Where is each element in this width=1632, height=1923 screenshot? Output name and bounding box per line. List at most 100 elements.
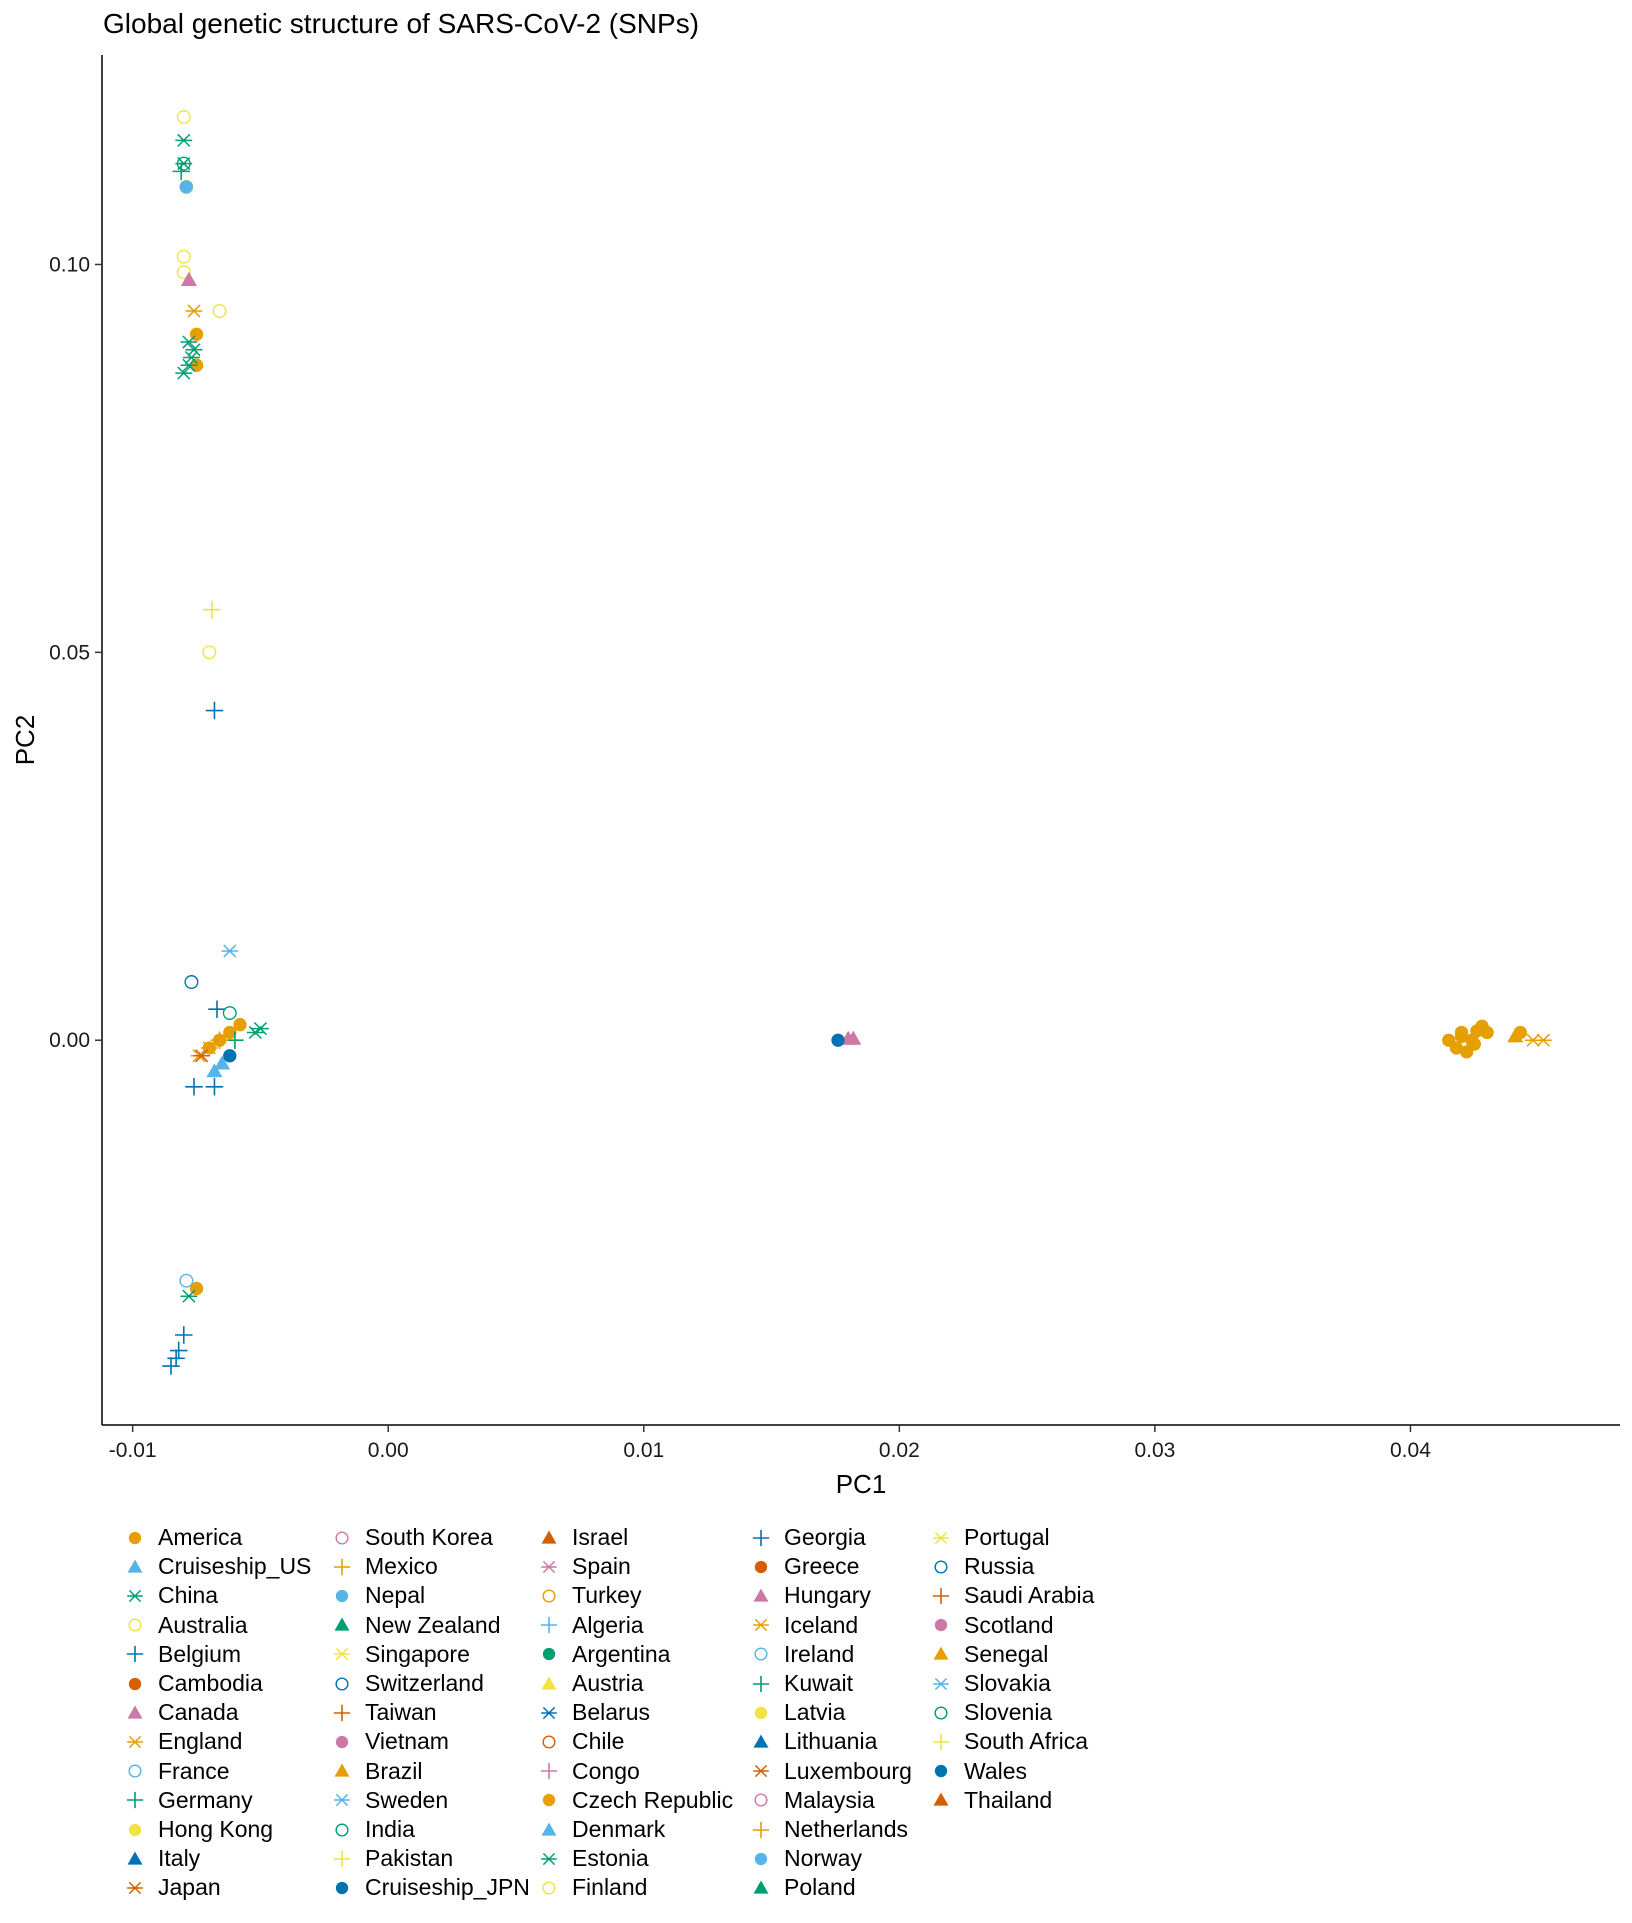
legend-symbol	[934, 1706, 948, 1720]
data-point	[175, 1326, 193, 1344]
data-point	[845, 1030, 862, 1045]
legend-item: Cambodia	[120, 1669, 263, 1698]
legend-label: Israel	[572, 1524, 629, 1550]
data-point	[176, 249, 191, 264]
legend-item: Estonia	[534, 1844, 649, 1873]
data-point	[172, 162, 190, 181]
legend-key	[754, 1793, 768, 1807]
legend-item: Slovenia	[926, 1698, 1052, 1727]
data-point	[206, 1063, 223, 1078]
legend-label: Estonia	[572, 1845, 649, 1872]
x-axis-title: PC1	[836, 1469, 887, 1499]
data-point	[179, 180, 193, 194]
legend-key	[542, 1648, 556, 1661]
legend-symbol	[127, 1705, 143, 1719]
legend-key	[128, 1823, 142, 1836]
legend-key	[932, 1733, 950, 1751]
legend-symbol	[335, 1881, 349, 1895]
legend-item: Pakistan	[327, 1844, 453, 1873]
legend-item: Argentina	[534, 1640, 670, 1669]
legend-label: Cruiseship_US	[158, 1553, 312, 1580]
legend-symbol	[127, 1559, 143, 1573]
legend-key	[127, 1851, 143, 1865]
data-point	[223, 1025, 237, 1040]
data-point	[1534, 1033, 1552, 1047]
legend-symbol	[934, 1560, 948, 1574]
data-point	[180, 1289, 198, 1303]
legend-symbol	[334, 1648, 350, 1661]
legend-symbol	[333, 1558, 351, 1575]
legend-key	[334, 1648, 350, 1661]
data-point	[223, 1049, 237, 1063]
legend-key	[541, 1822, 557, 1836]
y-tick-label: 0.05	[49, 641, 90, 664]
legend-item: Georgia	[746, 1523, 866, 1552]
legend-symbol	[754, 1706, 768, 1719]
legend-key	[754, 1560, 768, 1573]
legend-key	[335, 1735, 349, 1749]
data-point	[1507, 1028, 1524, 1043]
legend-symbol	[335, 1530, 349, 1545]
legend-key	[753, 1734, 769, 1748]
legend-symbol	[754, 1793, 768, 1807]
data-point	[205, 1078, 224, 1096]
data-point	[1454, 1025, 1469, 1040]
legend-label: Scotland	[964, 1611, 1054, 1638]
data-point	[202, 645, 217, 660]
legend-symbol	[541, 1530, 557, 1544]
legend-symbol	[932, 1733, 950, 1751]
legend-symbol	[540, 1616, 558, 1634]
legend-item: Iceland	[746, 1611, 858, 1640]
y-axis-ticks: 0.00 0.05 0.10	[49, 253, 102, 1052]
chart-title: Global genetic structure of SARS-CoV-2 (…	[103, 8, 700, 39]
legend-key	[754, 1852, 768, 1865]
legend-label: Finland	[572, 1874, 648, 1901]
legend-item: Italy	[120, 1844, 200, 1873]
legend-key	[541, 1852, 557, 1865]
y-axis-title: PC2	[10, 715, 40, 766]
legend-label: Norway	[784, 1845, 862, 1872]
legend-item: Cruiseship_US	[120, 1552, 311, 1581]
legend-item: Belarus	[534, 1698, 650, 1727]
data-point	[169, 1341, 188, 1360]
y-tick-label: 0.10	[49, 253, 90, 276]
data-point	[208, 1000, 226, 1018]
legend-label: Hong Kong	[158, 1816, 274, 1842]
legend-key	[754, 1706, 768, 1719]
legend-symbol	[933, 1792, 949, 1806]
legend-item: America	[120, 1523, 242, 1552]
legend-symbol	[334, 1617, 350, 1631]
data-point	[233, 1018, 247, 1032]
legend-item: Taiwan	[327, 1698, 437, 1727]
legend-item: Luxembourg	[746, 1757, 912, 1786]
legend-label: India	[365, 1816, 415, 1842]
legend-label: Iceland	[784, 1611, 859, 1638]
legend-item: Mexico	[327, 1552, 438, 1581]
legend-label: Cruiseship_JPN	[365, 1874, 530, 1901]
legend-key	[753, 1588, 769, 1602]
legend-label: Wales	[964, 1757, 1028, 1784]
legend-symbol	[752, 1675, 770, 1692]
legend-symbol	[541, 1822, 557, 1836]
legend-label: Turkey	[572, 1582, 642, 1609]
legend-symbol	[128, 1764, 142, 1778]
legend-key	[334, 1794, 350, 1807]
legend-key	[542, 1881, 556, 1895]
legend-key	[753, 1618, 769, 1632]
legend-label: Singapore	[365, 1640, 470, 1667]
data-point	[162, 1357, 180, 1375]
legend-symbol	[753, 1764, 769, 1778]
legend-label: Germany	[158, 1786, 253, 1813]
legend-symbol	[127, 1589, 143, 1603]
legend-key	[933, 1646, 949, 1660]
legend-label: Argentina	[572, 1640, 671, 1667]
legend-label: Slovakia	[964, 1670, 1051, 1696]
legend-item: Germany	[120, 1786, 253, 1815]
legend-label: America	[158, 1524, 243, 1550]
legend-item: Kuwait	[746, 1669, 853, 1698]
legend-key	[127, 1735, 143, 1749]
data-point	[180, 335, 198, 349]
legend-item: Austria	[534, 1669, 644, 1698]
y-tick-label: 0.00	[49, 1029, 90, 1052]
legend-symbol	[128, 1618, 142, 1632]
